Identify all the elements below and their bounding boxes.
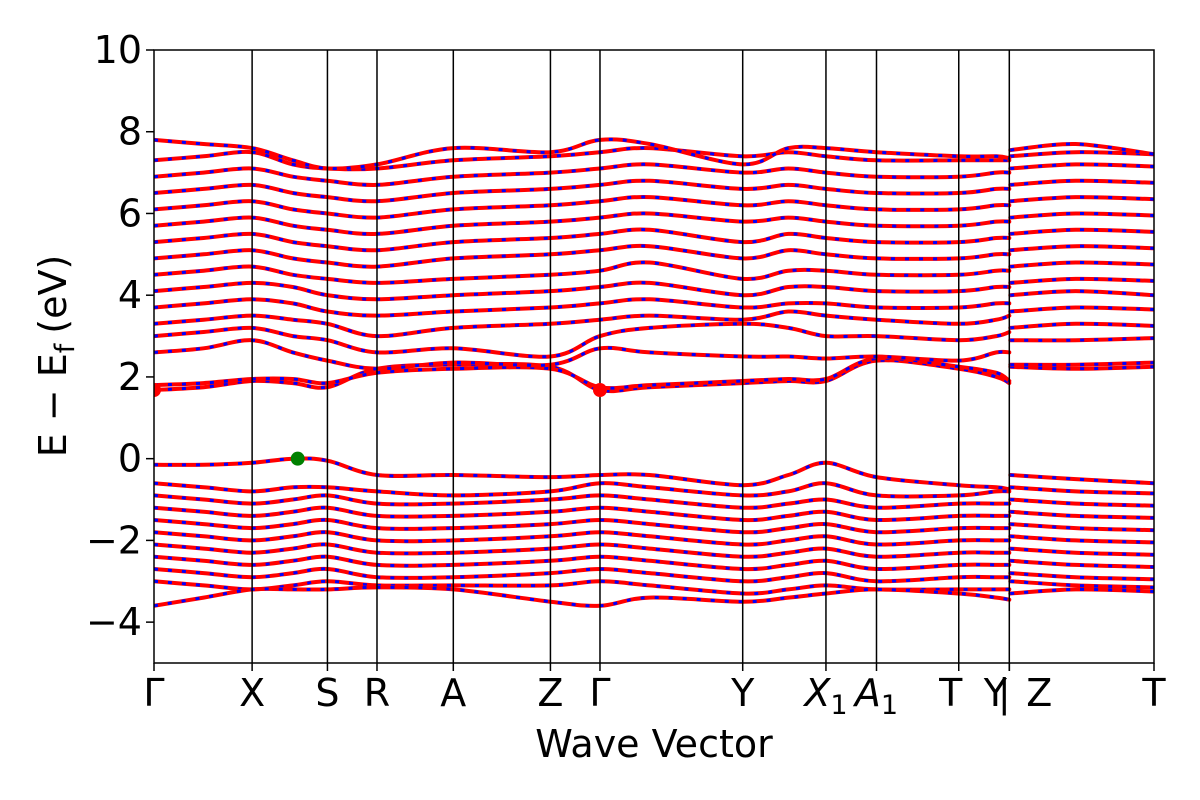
valence-band-0-down-1 <box>1010 473 1154 485</box>
y-axis-label-unit: (eV) <box>31 255 75 334</box>
conduction-band-0-down-1 <box>1010 365 1154 371</box>
conduction-band-12-down-0 <box>154 179 1010 203</box>
conduction-band-3-down-0 <box>154 322 1010 359</box>
x-axis-ticks: Γ X S R A Z Γ Y X1 A1 T Y| Z T <box>143 663 1166 721</box>
x-tick-label: A1 <box>852 671 898 721</box>
conduction-band-5-down-1 <box>1010 289 1154 297</box>
plot-frame <box>153 49 1155 664</box>
conduction-band-10-down-0 <box>154 211 1010 236</box>
extremum-marker-0 <box>154 383 161 398</box>
y-tick-label: 6 <box>118 191 142 235</box>
conduction-band-15-down-1 <box>1010 142 1154 156</box>
conduction-band-14-down-1 <box>1010 150 1154 158</box>
x-tick-label: Z <box>1026 671 1052 715</box>
conduction-band-12-down-1 <box>1010 179 1154 187</box>
valence-band-3-down-1 <box>1010 510 1154 520</box>
y-tick-label: 10 <box>94 28 142 72</box>
y-tick-label: 2 <box>118 355 142 399</box>
kpoint-lines <box>251 50 1011 663</box>
conduction-band-5-down-0 <box>154 297 1010 318</box>
conduction-band-3-up-0 <box>154 321 1012 359</box>
valence-band-6-down-1 <box>1010 547 1154 557</box>
valence-band-1-down-1 <box>1010 485 1154 495</box>
x-tick-label: X1 <box>802 671 847 721</box>
conduction-band-2-down-1 <box>1010 336 1154 342</box>
y-tick-label: −4 <box>86 600 142 644</box>
valence-band-2-down-1 <box>1010 498 1154 508</box>
valence-band-5-down-1 <box>1010 534 1154 544</box>
valence-band-8-down-1 <box>1010 571 1154 581</box>
y-axis-label-main: E − E <box>31 353 75 457</box>
valence-band-7-down-1 <box>1010 559 1154 569</box>
conduction-band-0-down-0 <box>154 358 1011 393</box>
y-tick-label: 4 <box>118 273 142 317</box>
valence-band-10-down-1 <box>1010 587 1154 595</box>
x-tick-label: Y <box>983 671 1008 715</box>
conduction-band-1-down-1 <box>1010 361 1154 367</box>
conduction-band-0-up-0 <box>154 358 1012 394</box>
conduction-band-9-down-0 <box>154 228 1010 252</box>
x-tick-label: R <box>364 671 390 715</box>
x-tick-label: A <box>440 671 466 715</box>
bands-layer <box>154 137 1154 608</box>
y-tick-label: −2 <box>86 518 142 562</box>
conduction-band-8-down-0 <box>154 244 1010 269</box>
conduction-band-13-down-1 <box>1010 162 1154 170</box>
x-tick-label: Γ <box>589 671 610 715</box>
conduction-band-2-down-0 <box>154 338 1010 371</box>
conduction-band-8-down-1 <box>1010 244 1154 252</box>
y-tick-label: 0 <box>118 437 142 481</box>
x-tick-label: S <box>315 671 339 715</box>
extremum-marker-1 <box>592 383 607 398</box>
x-tick-label: Γ <box>143 671 164 715</box>
valence-band-9-down-1 <box>1010 579 1154 589</box>
conduction-band-11-down-1 <box>1010 195 1154 203</box>
y-axis-ticks: −4 −2 0 2 4 6 8 10 <box>86 28 154 644</box>
conduction-band-9-down-1 <box>1010 228 1154 236</box>
valence-band-10-down-0 <box>154 585 1010 608</box>
valence-band-4-down-1 <box>1010 522 1154 532</box>
x-tick-label: T <box>938 671 963 715</box>
conduction-band-7-down-1 <box>1010 260 1154 269</box>
y-tick-label: 8 <box>118 110 142 154</box>
y-axis-label: E − Ef (eV) <box>31 255 81 458</box>
x-tick-label: Y <box>730 671 755 715</box>
conduction-band-4-down-1 <box>1010 305 1154 313</box>
extrema-markers <box>154 383 607 466</box>
x-tick-label: X <box>239 671 265 715</box>
conduction-band-10-down-1 <box>1010 211 1154 220</box>
y-axis-label-subscript: f <box>50 342 81 353</box>
extremum-marker-2 <box>290 451 305 466</box>
conduction-band-6-down-0 <box>154 281 1010 301</box>
conduction-band-3-down-1 <box>1010 322 1154 330</box>
x-tick-label: | <box>998 671 1011 716</box>
x-tick-label: Z <box>537 671 563 715</box>
conduction-band-6-down-1 <box>1010 277 1154 285</box>
x-tick-label: T <box>1141 671 1166 715</box>
conduction-band-11-down-0 <box>154 195 1010 220</box>
conduction-band-13-down-0 <box>154 162 1010 187</box>
x-axis-label: Wave Vector <box>535 722 773 766</box>
